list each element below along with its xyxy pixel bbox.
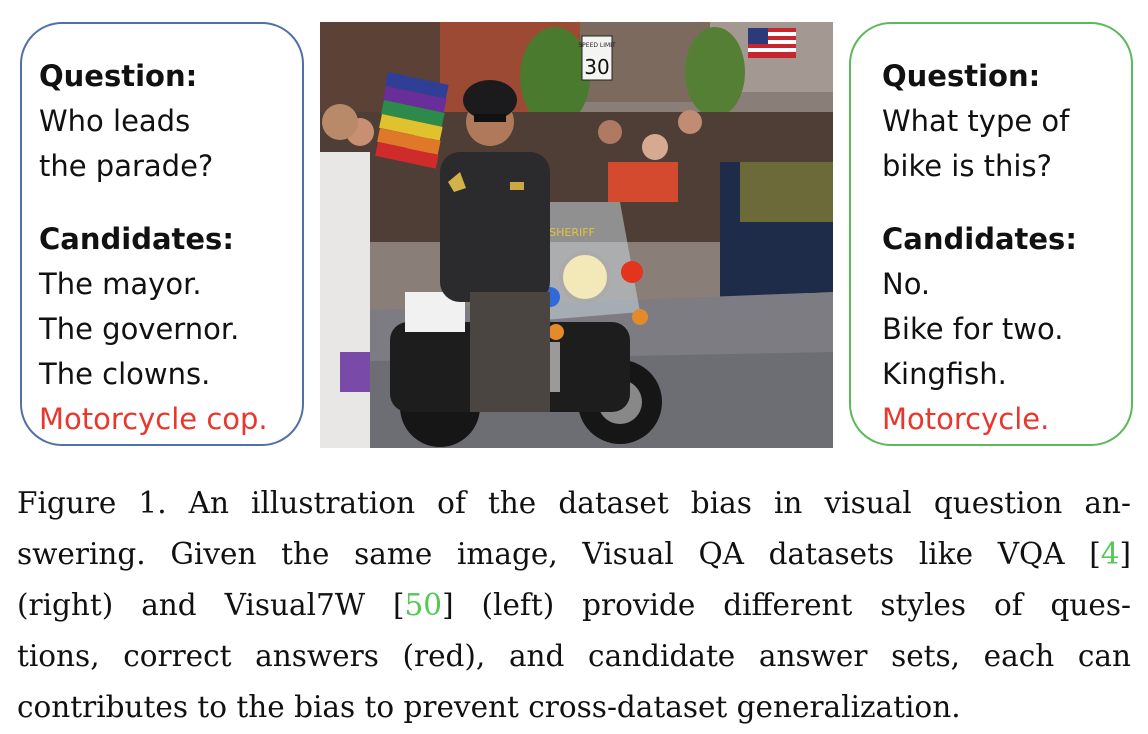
parade-scene-illustration: SPEED LIMIT 30 [320, 22, 833, 448]
candidate-item: The clowns. [39, 357, 211, 391]
candidate-item: The governor. [39, 312, 240, 346]
candidate-item: Kingfish. [882, 357, 1007, 391]
question-heading: Question: [39, 59, 198, 93]
candidate-item: Bike for two. [882, 312, 1064, 346]
parade-photo: SPEED LIMIT 30 [320, 22, 833, 448]
correct-answer: Motorcycle. [882, 402, 1050, 436]
windshield-label: SHERIFF [549, 226, 595, 239]
pride-flag [375, 72, 449, 169]
caption-line: swering. Given the same image, Visual QA… [17, 537, 1131, 571]
question-line: bike is this? [882, 149, 1052, 183]
candidates-heading: Candidates: [39, 222, 234, 256]
candidates-heading: Candidates: [882, 222, 1077, 256]
right-question-box: Question: What type of bike is this? Can… [849, 22, 1133, 446]
candidate-item: No. [882, 267, 931, 301]
candidate-item: The mayor. [39, 267, 202, 301]
speed-sign-number: 30 [584, 55, 609, 79]
caption-line: Figure 1. An illustration of the dataset… [17, 486, 1131, 520]
caption-line: tions, correct answers (red), and candid… [17, 639, 1131, 673]
left-question-box: Question: Who leads the parade? Candidat… [20, 22, 304, 446]
question-line: the parade? [39, 149, 214, 183]
question-line: What type of [882, 104, 1070, 138]
caption-line: contributes to the bias to prevent cross… [17, 690, 961, 724]
american-flag [748, 28, 796, 58]
question-heading: Question: [882, 59, 1041, 93]
citation-link[interactable]: 4 [1100, 537, 1120, 571]
question-line: Who leads [39, 104, 191, 138]
speed-sign-label: SPEED LIMIT [578, 42, 616, 49]
caption-line: (right) and Visual7W [50] (left) provide… [17, 588, 1131, 622]
motorcycle-officer [440, 80, 550, 412]
figure-caption: Figure 1. An illustration of the dataset… [17, 478, 1131, 733]
correct-answer: Motorcycle cop. [39, 402, 268, 436]
citation-link[interactable]: 50 [404, 588, 443, 622]
